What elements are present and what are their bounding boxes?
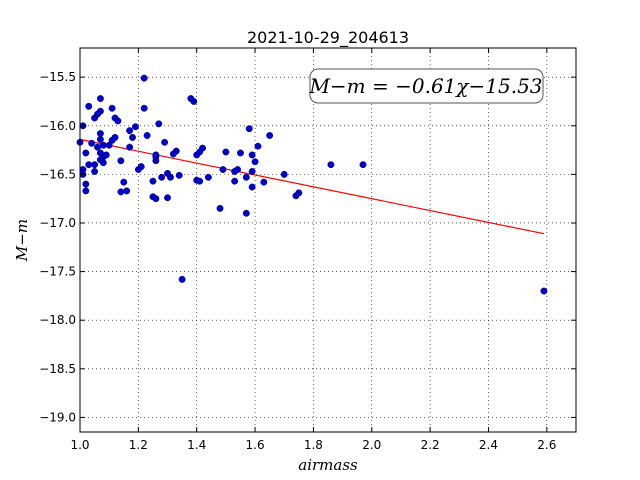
data-point [204, 173, 212, 181]
data-point [102, 151, 110, 159]
data-point [96, 95, 104, 103]
data-point [149, 177, 157, 185]
data-point [155, 120, 163, 128]
data-point [96, 107, 104, 115]
y-tick-label: −15.5 [39, 70, 76, 84]
data-point [245, 125, 253, 133]
data-point [114, 117, 122, 125]
data-point [219, 166, 227, 173]
data-point [91, 161, 99, 169]
data-point [540, 287, 548, 295]
data-point [196, 177, 204, 185]
data-point [175, 171, 183, 179]
data-point [143, 132, 151, 139]
data-point [137, 163, 145, 171]
data-point [123, 187, 131, 195]
data-point [111, 133, 119, 141]
y-tick-label: −19.0 [39, 410, 76, 424]
x-tick-label: 1.8 [304, 438, 323, 452]
chart-title: 2021-10-29_204613 [247, 28, 409, 48]
data-point [359, 161, 367, 169]
data-point [82, 187, 90, 195]
y-tick-label: −17.5 [39, 265, 76, 279]
fit-equation-text: M−m = −0.61χ−15.53 [308, 74, 542, 98]
axis-ticks [79, 48, 576, 432]
data-point [251, 158, 259, 166]
x-tick-label: 2.0 [362, 438, 381, 452]
data-point [99, 141, 107, 149]
y-tick-label: −16.5 [39, 167, 76, 181]
data-point [166, 173, 174, 181]
data-point [248, 151, 256, 159]
data-point [120, 178, 128, 186]
x-tick-label: 2.6 [537, 438, 556, 452]
data-point [152, 151, 160, 159]
data-point [327, 161, 335, 169]
data-point [242, 209, 250, 217]
data-point [254, 142, 262, 150]
data-point [140, 104, 148, 112]
data-point [242, 173, 250, 181]
data-point [94, 143, 101, 151]
data-point [96, 135, 104, 143]
data-point [82, 180, 90, 188]
data-point [158, 173, 166, 181]
data-point [172, 147, 180, 155]
data-point [222, 148, 230, 156]
data-point [266, 132, 274, 139]
data-point [85, 161, 93, 169]
y-tick-label: −16.0 [39, 119, 76, 133]
plot-frame [79, 47, 577, 433]
data-point [231, 177, 239, 185]
fit-equation-box: M−m = −0.61χ−15.53 [308, 68, 544, 104]
data-point [131, 123, 139, 131]
data-point [280, 170, 288, 178]
y-tick-label: −17.0 [39, 216, 76, 230]
data-point [108, 104, 116, 112]
x-tick-label: 1.2 [129, 438, 148, 452]
data-point [234, 166, 242, 173]
x-axis-label: airmass [298, 456, 358, 474]
data-point [199, 144, 206, 152]
data-point [117, 157, 125, 165]
data-points [76, 74, 548, 295]
data-point [216, 204, 224, 212]
data-point [140, 74, 148, 82]
data-point [126, 143, 134, 151]
data-point [248, 183, 256, 191]
grid-lines [79, 48, 576, 432]
data-point [152, 195, 160, 203]
x-tick-label: 2.2 [421, 438, 440, 452]
y-tick-label: −18.0 [39, 313, 76, 327]
data-point [88, 139, 96, 147]
data-point [190, 98, 198, 105]
data-point [129, 133, 136, 141]
data-point [164, 194, 171, 202]
data-point [91, 168, 99, 175]
x-tick-label: 1.4 [187, 438, 206, 452]
y-axis-label: M−m [13, 219, 31, 262]
x-tick-label: 1.0 [70, 438, 89, 452]
y-tick-labels: −15.5 −16.0 −16.5 −17.0 −17.5 −18.0 −18.5 −19.0 [39, 70, 76, 424]
data-point [96, 130, 104, 137]
data-point [178, 275, 186, 283]
data-point [237, 149, 244, 157]
data-point [117, 188, 125, 196]
data-point [152, 157, 160, 165]
data-point [82, 149, 90, 157]
data-point [85, 102, 93, 110]
x-tick-labels: 1.0 1.2 1.4 1.6 1.8 2.0 2.2 2.4 2.6 [70, 438, 556, 452]
data-point [126, 127, 134, 135]
data-point [161, 138, 169, 146]
data-point [99, 159, 107, 167]
data-point [260, 178, 268, 186]
data-point [295, 189, 303, 197]
x-tick-label: 1.6 [246, 438, 265, 452]
x-tick-label: 2.4 [479, 438, 498, 452]
y-tick-label: −18.5 [39, 362, 76, 376]
data-point [248, 168, 256, 175]
